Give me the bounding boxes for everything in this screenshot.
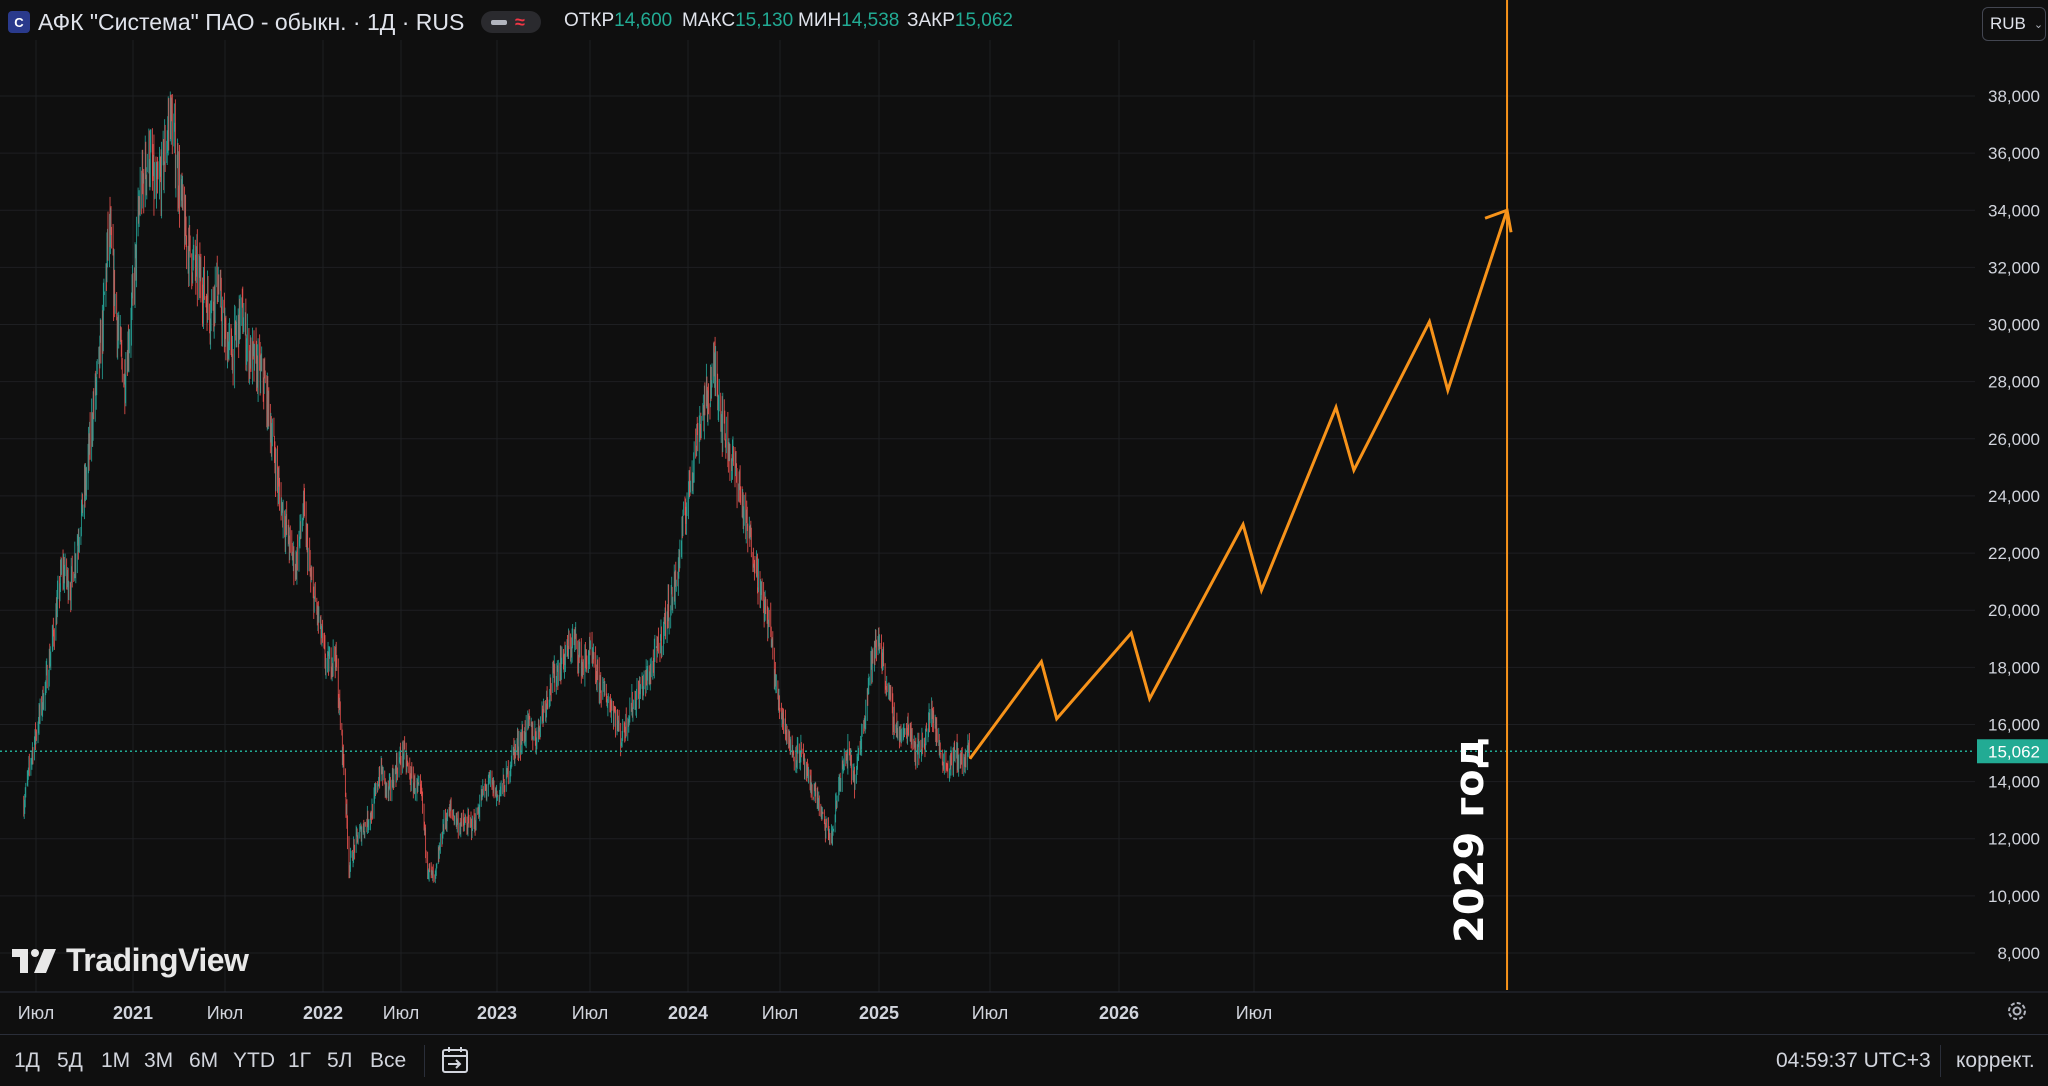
price-tick-label: 36,000: [1988, 144, 2040, 163]
range-ytd-button[interactable]: YTD: [233, 1049, 275, 1072]
ohlc-low: МИН14,538: [798, 10, 900, 31]
price-tick-label: 28,000: [1988, 373, 2040, 392]
time-tick-label: 2024: [668, 1003, 708, 1023]
time-tick-label: Июл: [207, 1003, 244, 1023]
price-tick-label: 18,000: [1988, 658, 2040, 677]
time-tick-label: Июл: [18, 1003, 55, 1023]
hide-icon: [491, 20, 507, 25]
price-tick-label: 26,000: [1988, 430, 2040, 449]
price-tick-label: 12,000: [1988, 830, 2040, 849]
price-tick-label: 14,000: [1988, 773, 2040, 792]
settings-gear-icon[interactable]: [2004, 998, 2030, 1024]
time-tick-label: 2022: [303, 1003, 343, 1023]
bottom-toolbar: 1Д 5Д 1М 3М 6М YTD 1Г 5Л Все 04:59:37 UT…: [0, 1034, 2048, 1086]
range-1m-button[interactable]: 1М: [101, 1049, 131, 1072]
time-tick-label: Июл: [1236, 1003, 1273, 1023]
time-tick-label: Июл: [972, 1003, 1009, 1023]
price-candles: [23, 91, 970, 884]
time-tick-label: 2023: [477, 1003, 517, 1023]
price-tick-label: 24,000: [1988, 487, 2040, 506]
session-clock[interactable]: 04:59:37 UTC+3: [1776, 1049, 1931, 1072]
adjust-data-button[interactable]: коррект.: [1956, 1049, 2035, 1072]
chevron-down-icon: ⌄: [2033, 18, 2044, 31]
time-tick-label: 2025: [859, 1003, 899, 1023]
price-tick-label: 30,000: [1988, 316, 2040, 335]
indicator-toggle-button[interactable]: ≈: [481, 11, 541, 33]
range-all-button[interactable]: Все: [370, 1049, 407, 1072]
time-tick-label: 2021: [113, 1003, 153, 1023]
ohlc-close: ЗАКР15,062: [907, 10, 1014, 31]
ohlc-open: ОТКР14,600: [564, 10, 673, 31]
ohlc-high: МАКС15,130: [682, 10, 794, 31]
time-tick-label: Июл: [572, 1003, 609, 1023]
price-tick-label: 38,000: [1988, 87, 2040, 106]
price-tick-label: 16,000: [1988, 715, 2040, 734]
time-axis: Июл 2021 Июл 2022 Июл 2023 Июл 2024 Июл 2025 Июл 20…: [18, 1003, 1273, 1023]
toolbar-divider: [424, 1045, 425, 1077]
vertical-marker-label: 2029 год: [1447, 737, 1493, 943]
price-tick-label: 8,000: [1997, 944, 2040, 963]
price-tick-label: 32,000: [1988, 258, 2040, 277]
symbol-title[interactable]: АФК "Система" ПАО - обыкн. · 1Д · RUS: [38, 9, 465, 35]
range-5y-button[interactable]: 5Л: [327, 1049, 353, 1072]
projection-line: [968, 209, 1509, 760]
range-1y-button[interactable]: 1Г: [288, 1049, 312, 1072]
range-3m-button[interactable]: 3М: [144, 1049, 174, 1072]
time-tick-label: Июл: [383, 1003, 420, 1023]
price-tick-label: 34,000: [1988, 201, 2040, 220]
tradingview-logo-icon: [12, 948, 56, 973]
watermark-text: TradingView: [66, 942, 249, 978]
time-tick-label: Июл: [762, 1003, 799, 1023]
price-tick-label: 20,000: [1988, 601, 2040, 620]
chart-grid: [0, 40, 2048, 993]
exchange-logo-icon: С: [8, 11, 30, 33]
price-tick-label: 22,000: [1988, 544, 2040, 563]
current-price-tag: 15,062: [1977, 739, 2048, 764]
range-1d-button[interactable]: 1Д: [14, 1049, 40, 1072]
price-tick-label: 10,000: [1988, 887, 2040, 906]
go-to-date-calendar-icon[interactable]: [440, 1045, 470, 1075]
time-tick-label: 2026: [1099, 1003, 1139, 1023]
current-price-label: 15,062: [1988, 742, 2040, 761]
tradingview-watermark: TradingView: [10, 942, 249, 979]
range-5d-button[interactable]: 5Д: [57, 1049, 83, 1072]
range-6m-button[interactable]: 6М: [189, 1049, 219, 1072]
wave-icon: ≈: [515, 12, 525, 32]
currency-select[interactable]: RUB ⌄: [1982, 7, 2046, 41]
currency-label: RUB: [1990, 14, 2026, 33]
toolbar-divider: [1940, 1045, 1941, 1077]
price-axis: 38,000 36,000 34,000 32,000 30,000 28,000 26,0…: [1988, 87, 2040, 963]
